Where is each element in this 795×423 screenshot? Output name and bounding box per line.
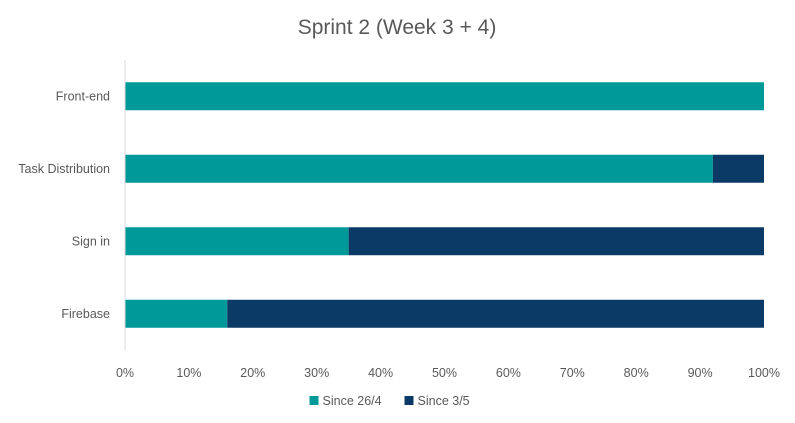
chart-title: Sprint 2 (Week 3 + 4) bbox=[298, 16, 497, 39]
legend-swatch bbox=[404, 396, 414, 405]
category-labels: Front-end Task Distribution Sign in Firebas… bbox=[18, 89, 110, 321]
legend-label: Since 26/4 bbox=[323, 394, 382, 408]
bars-group bbox=[125, 82, 765, 328]
category-label: Front-end bbox=[56, 89, 110, 103]
x-tick-label: 50% bbox=[432, 366, 457, 380]
x-tick-label: 100% bbox=[748, 366, 780, 380]
x-tick-label: 90% bbox=[688, 366, 713, 380]
bar-segment-2-3 bbox=[348, 227, 764, 256]
x-tick-label: 10% bbox=[176, 366, 201, 380]
bar-segment-1-2 bbox=[125, 154, 713, 183]
legend-label: Since 3/5 bbox=[418, 394, 470, 408]
bar-segment-1-1 bbox=[125, 82, 764, 111]
legend-swatch bbox=[309, 396, 319, 405]
category-label: Task Distribution bbox=[18, 162, 110, 176]
x-tick-label: 60% bbox=[496, 366, 521, 380]
x-tick-label: 30% bbox=[304, 366, 329, 380]
bar-segment-2-2 bbox=[712, 154, 764, 183]
x-tick-label: 70% bbox=[560, 366, 585, 380]
legend: Since 26/4 Since 3/5 bbox=[309, 394, 470, 408]
bar-segment-1-4 bbox=[125, 299, 228, 328]
x-tick-label: 40% bbox=[368, 366, 393, 380]
x-tick-label: 0% bbox=[116, 366, 134, 380]
bar-segment-1-3 bbox=[125, 227, 349, 256]
x-tick-labels: 0% 10% 20% 30% 40% 50% 60% 70% 80% 90% 100% bbox=[116, 366, 780, 380]
x-tick-label: 80% bbox=[624, 366, 649, 380]
bar-segment-2-4 bbox=[227, 299, 765, 328]
category-label: Sign in bbox=[72, 234, 110, 248]
category-label: Firebase bbox=[61, 307, 110, 321]
x-tick-label: 20% bbox=[240, 366, 265, 380]
